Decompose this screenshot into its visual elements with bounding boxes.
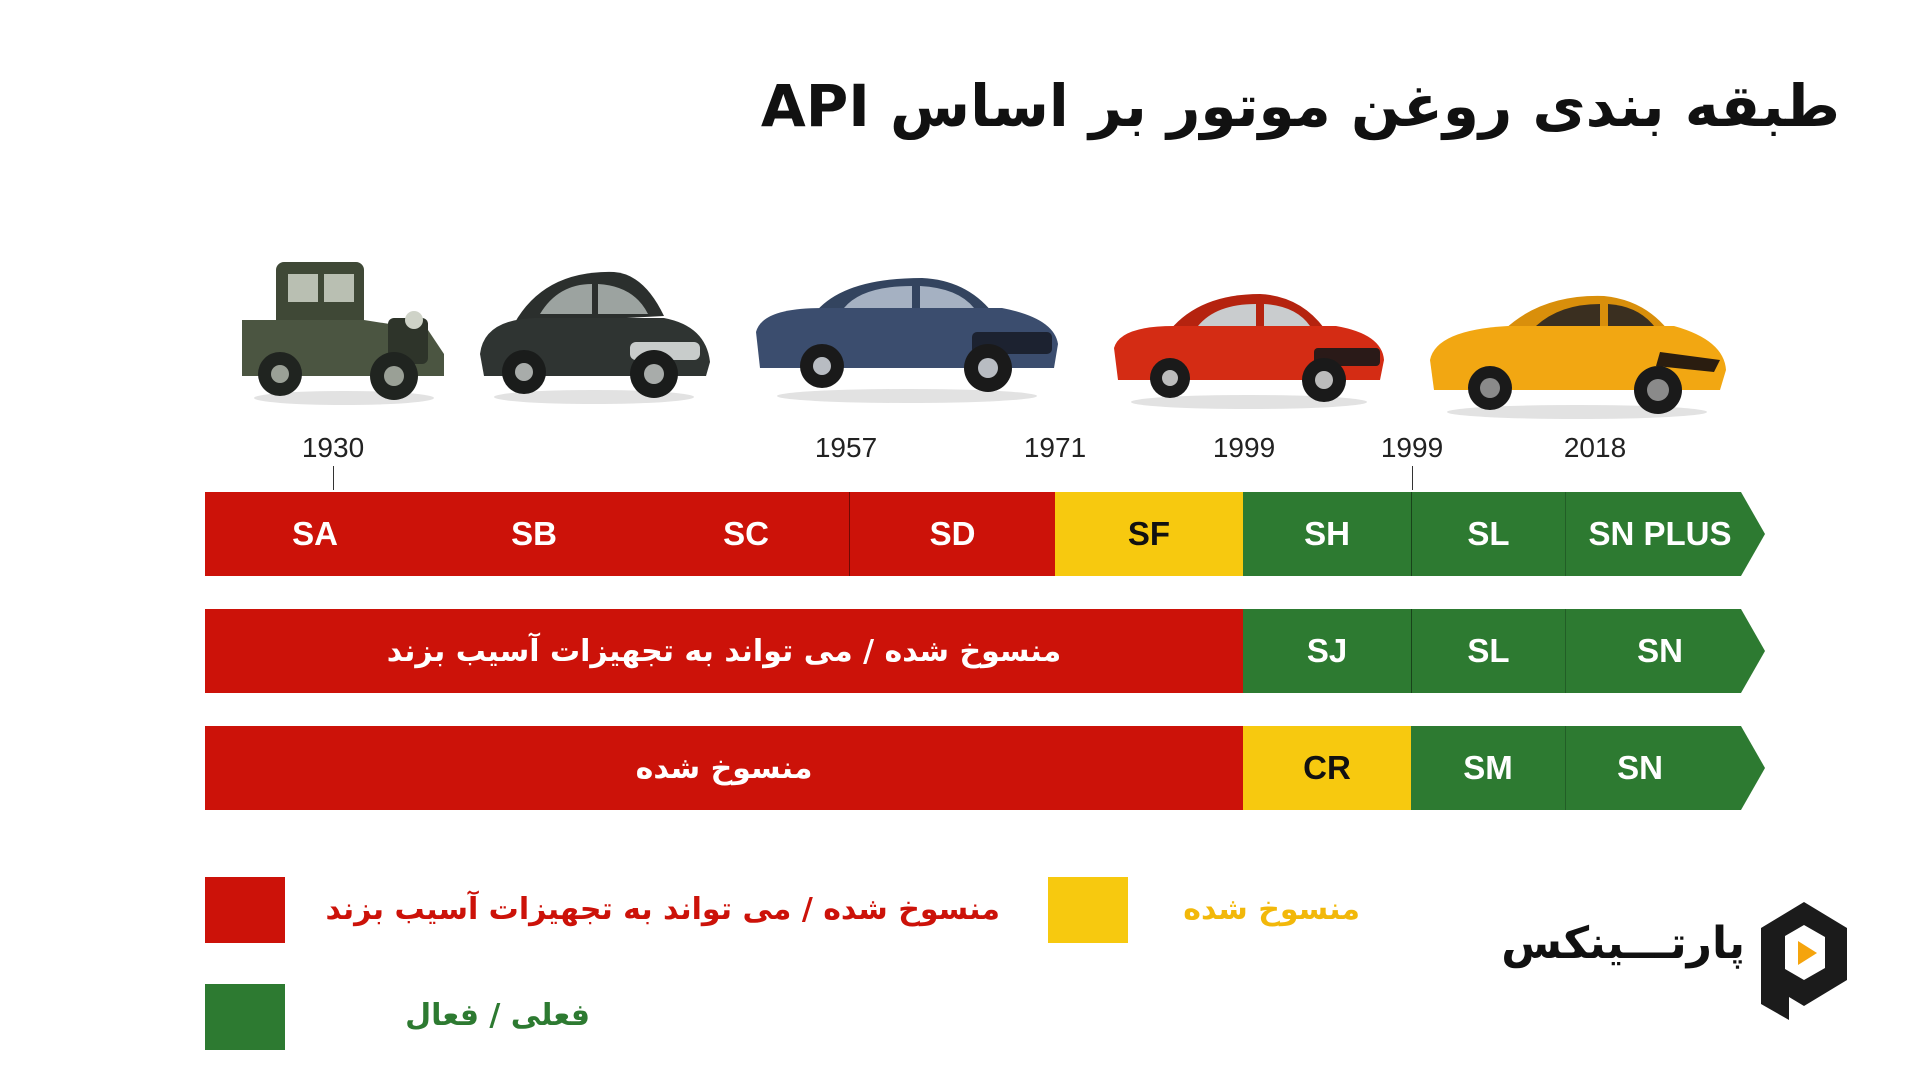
year-tick	[1412, 466, 1413, 490]
legend-swatch-yellow	[1048, 877, 1128, 943]
segment-sh: SH	[1243, 492, 1411, 576]
car-1930s-pickup-icon	[242, 262, 444, 405]
api-row-gasoline: SA SB SC SD SF SH SL SN PLUS	[205, 492, 1765, 576]
year-label-1930: 1930	[301, 432, 365, 463]
page-title: طبقه بندی روغن موتور بر اساس API	[760, 72, 1840, 140]
car-1960s-coupe-icon	[756, 278, 1058, 403]
segment-obsolete-damaging: منسوخ شده / می تواند به تجهیزات آسیب بزن…	[205, 609, 1243, 693]
year-label-1957: 1957	[814, 432, 878, 463]
year-tick	[333, 466, 334, 490]
year-label-2018: 2018	[1563, 432, 1627, 463]
api-row-3: منسوخ شده CR SM SN	[205, 726, 1765, 810]
segment-sf: SF	[1055, 492, 1243, 576]
segment-sm: SM	[1411, 726, 1565, 810]
segment-sn-3: SN	[1617, 749, 1663, 786]
legend-label-red: منسوخ شده / می تواند به تجهیزات آسیب بزن…	[325, 892, 1000, 927]
api-row-2: منسوخ شده / می تواند به تجهیزات آسیب بزن…	[205, 609, 1765, 693]
segment-sa: SA	[205, 492, 425, 576]
year-label-1971: 1971	[1023, 432, 1087, 463]
segment-sn-2: SN	[1637, 632, 1683, 669]
segment-sl-2: SL	[1411, 609, 1565, 693]
legend-swatch-green	[205, 984, 285, 1050]
legend-label-green: فعلی / فعال	[405, 998, 590, 1033]
segment-sn-plus: SN PLUS	[1588, 515, 1732, 552]
segment-sb: SB	[425, 492, 643, 576]
arrow-head-icon	[1565, 492, 1765, 576]
year-label-1999-b: 1999	[1380, 432, 1444, 463]
partinex-logo-icon	[1761, 902, 1847, 1020]
car-modern-sports-car-icon	[1430, 295, 1726, 419]
segment-sj: SJ	[1243, 609, 1411, 693]
brand-name: پارتـــینکس	[1501, 918, 1745, 969]
car-1940s-sedan-icon	[480, 271, 710, 404]
segment-cr: CR	[1243, 726, 1411, 810]
legend-label-yellow: منسوخ شده	[1183, 892, 1360, 927]
arrow-head-icon	[1565, 609, 1765, 693]
segment-sc: SC	[643, 492, 849, 576]
year-label-1999-a: 1999	[1212, 432, 1276, 463]
segment-obsolete: منسوخ شده	[205, 726, 1243, 810]
segment-sd: SD	[849, 492, 1055, 576]
legend-swatch-red	[205, 877, 285, 943]
arrow-head-icon	[1565, 726, 1765, 810]
segment-sl: SL	[1411, 492, 1565, 576]
car-1970s-muscle-car-icon	[1114, 294, 1384, 409]
